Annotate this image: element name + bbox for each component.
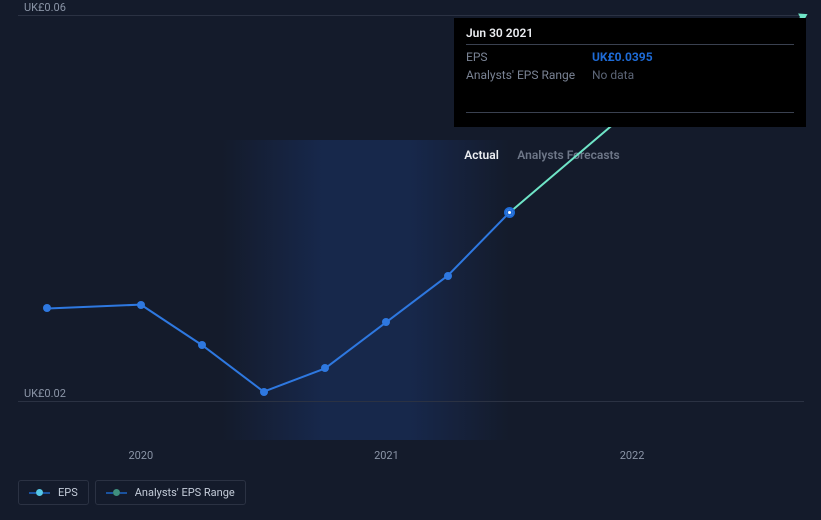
legend-label: Analysts' EPS Range [135,486,235,499]
tooltip-value-nodata: No data [592,66,634,84]
tooltip-key: Analysts' EPS Range [466,66,578,84]
data-point[interactable] [260,388,268,396]
x-axis-label: 2021 [374,449,399,462]
data-point[interactable] [137,301,145,309]
x-axis-label: 2020 [128,449,153,462]
gridline [18,15,804,16]
tooltip-date: Jun 30 2021 [466,26,794,40]
legend-item-eps[interactable]: EPS [18,480,89,505]
tooltip-value-eps: UK£0.0395 [592,48,653,66]
selected-data-point[interactable] [504,207,515,218]
y-axis-label: UK£0.02 [24,387,66,400]
legend-swatch [29,489,50,496]
eps-chart: Actual Analysts Forecasts Jun 30 2021 EP… [0,0,821,520]
legend-item-range[interactable]: Analysts' EPS Range [95,480,246,505]
y-axis-label: UK£0.06 [24,1,66,14]
chart-tooltip: Jun 30 2021 EPS UK£0.0395 Analysts' EPS … [454,18,806,127]
tooltip-key: EPS [466,48,578,66]
data-point[interactable] [444,272,452,280]
legend-label: EPS [58,486,78,499]
legend-swatch [106,489,127,496]
chart-legend: EPS Analysts' EPS Range [18,480,246,505]
tooltip-row-range: Analysts' EPS Range No data [466,66,794,84]
x-axis-label: 2022 [620,449,645,462]
tooltip-row-eps: EPS UK£0.0395 [466,48,794,66]
gridline [18,401,804,402]
